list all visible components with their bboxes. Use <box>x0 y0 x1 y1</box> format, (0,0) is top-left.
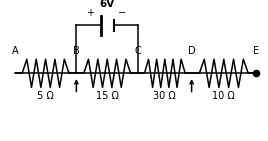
Text: B: B <box>73 46 80 56</box>
Text: 15 Ω: 15 Ω <box>96 91 119 101</box>
Text: +: + <box>86 8 94 18</box>
Text: 10 Ω: 10 Ω <box>213 91 235 101</box>
Text: E: E <box>253 46 259 56</box>
Text: A: A <box>12 46 18 56</box>
Text: 6V: 6V <box>100 0 115 9</box>
Text: D: D <box>188 46 195 56</box>
Text: 30 Ω: 30 Ω <box>154 91 176 101</box>
Text: C: C <box>135 46 142 56</box>
Text: 5 Ω: 5 Ω <box>37 91 54 101</box>
Text: −: − <box>118 8 126 18</box>
